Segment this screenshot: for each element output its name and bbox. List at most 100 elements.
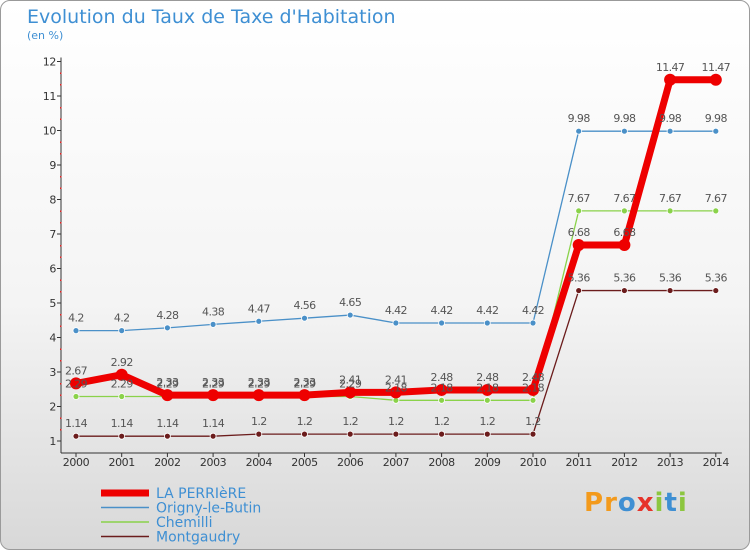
logo-letter: i [654,488,665,518]
y-minor-tick [60,429,62,431]
y-minor-tick [60,360,62,362]
series-point [618,239,631,252]
x-tick-label: 2009 [474,456,501,469]
data-label: 11.47 [656,61,685,74]
y-tick-label: 3 [49,366,56,379]
x-tick-label: 2010 [520,456,547,469]
data-label: 4.28 [156,309,179,322]
series-point [209,432,217,440]
y-tick-label: 11 [43,90,56,103]
data-label: 6.68 [568,226,591,239]
y-minor-tick [60,222,62,224]
data-label: 2.48 [522,371,545,384]
data-label: 1.2 [479,415,495,428]
data-label: 2.41 [385,373,407,386]
data-label: 4.42 [476,304,498,317]
x-tick-label: 2005 [291,456,318,469]
series-point [712,207,720,215]
series-point [118,432,126,440]
y-minor-tick [60,325,62,327]
data-label: 1.14 [111,417,134,430]
data-label: 9.98 [705,112,728,125]
data-label: 1.2 [434,415,450,428]
y-minor-tick [60,84,62,86]
series-point [115,368,128,381]
series-lines [70,73,722,440]
series-point [529,319,537,327]
data-label: 2.41 [339,373,361,386]
series-point [664,73,677,86]
data-label: 2.33 [156,376,179,389]
y-minor-tick [60,417,62,419]
x-tick-label: 2014 [703,456,730,469]
data-label: 9.98 [568,112,591,125]
x-tick-label: 2012 [611,456,637,469]
y-minor-tick [60,210,62,212]
data-label: 5.36 [659,272,682,285]
data-label: 4.47 [248,302,271,315]
series-point [529,396,537,404]
y-minor-tick [60,394,62,396]
data-label: 2.33 [293,376,316,389]
y-minor-tick [60,72,62,74]
chart-title: Evolution du Taux de Taxe d'Habitation [27,6,396,28]
data-label: 7.67 [705,192,728,205]
series-point [575,127,583,135]
data-label: 1.2 [297,415,313,428]
series-point [438,396,446,404]
x-tick-label: 2011 [565,456,591,469]
y-minor-tick [60,383,62,385]
chart-subtitle: (en %) [27,29,64,42]
series-point [621,127,628,135]
data-label: 1.2 [388,415,404,428]
series-point [118,327,126,335]
y-tick-label: 1 [49,435,56,448]
data-label: 1.2 [342,415,358,428]
data-label: 5.36 [613,272,636,285]
data-label: 7.67 [568,192,591,205]
series-point [483,430,491,438]
y-tick-label: 6 [49,263,56,276]
series-point [483,319,491,327]
data-label: 11.47 [702,61,731,74]
y-minor-tick [60,348,62,350]
proxiti-logo: Proxiti [584,488,688,518]
legend-label: Origny-le-Butin [156,501,261,517]
x-tick-label: 2007 [383,456,410,469]
x-tick-label: 2004 [246,456,273,469]
series-point [529,430,537,438]
series-point [438,430,446,438]
series-point [163,324,171,332]
series-point [712,127,720,135]
legend: LA PERRIèREOrigny-le-ButinChemilliMontga… [101,486,261,546]
legend-label: Montgaudry [156,530,240,546]
data-label: 2.18 [385,381,408,394]
legend-label: Chemilli [156,515,212,531]
series-point [621,287,628,294]
series-point [438,319,446,327]
data-label: 4.38 [202,305,225,318]
data-label: 2.18 [476,381,499,394]
logo-letter: P [584,488,605,518]
series-point [572,239,585,252]
logo-letter: i [677,488,688,518]
x-tick-label: 2003 [200,456,227,469]
y-tick-label: 10 [43,125,57,138]
series-point [621,207,628,215]
series-point [392,319,400,327]
y-tick-label: 7 [49,228,56,241]
logo-letter: r [604,488,618,518]
data-label: 2.67 [65,364,88,377]
series-point [72,432,80,440]
data-label: 1.14 [156,417,179,430]
data-label: 2.33 [202,376,225,389]
y-tick-label: 8 [49,194,56,207]
series-point [209,320,217,328]
x-tick-label: 2001 [108,456,134,469]
y-minor-tick [60,245,62,247]
y-minor-tick [60,107,62,109]
data-label: 2.29 [65,377,88,390]
x-tick-label: 2013 [657,456,684,469]
